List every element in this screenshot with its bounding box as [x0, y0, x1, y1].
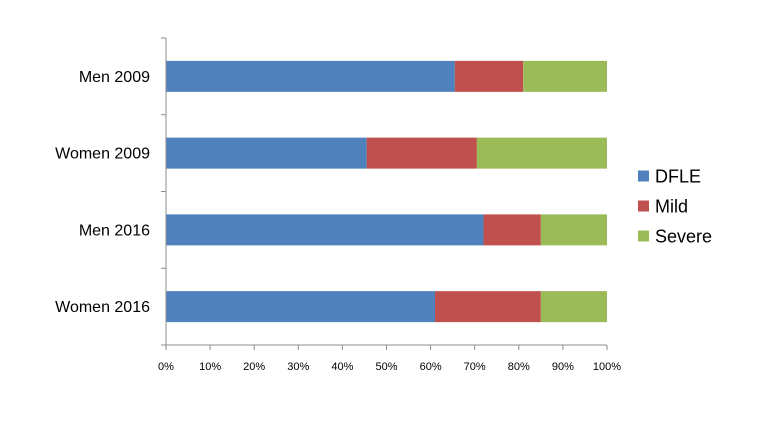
x-tick-label: 0%	[158, 361, 174, 373]
legend-swatch-severe	[638, 230, 649, 242]
category-labels: Men 2009 Women 2009 Men 2016 Women 2016	[55, 69, 150, 316]
legend-label-severe: Severe	[655, 227, 712, 247]
x-tick-label: 10%	[199, 361, 221, 373]
legend: DFLE Mild Severe	[638, 167, 712, 247]
x-tick-labels: 0% 10% 20% 30% 40% 50% 60% 70% 80% 90% 100%	[158, 361, 621, 373]
category-label: Men 2016	[79, 222, 150, 239]
bar-mild-women-2009	[366, 137, 477, 169]
x-tick-label: 60%	[420, 361, 442, 373]
bar-severe-men-2016	[540, 214, 607, 246]
legend-label-mild: Mild	[655, 197, 688, 217]
bar-severe-women-2016	[540, 291, 607, 323]
bar-severe-men-2009	[523, 60, 607, 92]
x-tick-label: 100%	[593, 361, 621, 373]
x-tick-label: 50%	[375, 361, 397, 373]
x-tick-label: 70%	[464, 361, 486, 373]
x-tick-label: 20%	[243, 361, 265, 373]
bar-mild-women-2016	[435, 291, 541, 323]
bar-severe-women-2009	[476, 137, 607, 169]
x-tick-label: 30%	[287, 361, 309, 373]
bar-dfle-men-2016	[166, 214, 484, 246]
x-tick-label: 40%	[331, 361, 353, 373]
bar-mild-men-2009	[454, 60, 524, 92]
x-tick-label: 80%	[508, 361, 530, 373]
category-label: Men 2009	[79, 69, 150, 86]
bar-dfle-men-2009	[166, 60, 455, 92]
bars-group	[166, 60, 607, 323]
bar-dfle-women-2009	[166, 137, 367, 169]
category-label: Women 2009	[55, 146, 150, 163]
x-tick-label: 90%	[552, 361, 574, 373]
bar-mild-men-2016	[483, 214, 541, 246]
legend-label-dfle: DFLE	[655, 167, 701, 187]
legend-swatch-mild	[638, 200, 649, 212]
axes-group	[161, 37, 608, 350]
bar-dfle-women-2016	[166, 291, 436, 323]
legend-swatch-dfle	[638, 170, 649, 182]
category-label: Women 2016	[55, 299, 150, 316]
